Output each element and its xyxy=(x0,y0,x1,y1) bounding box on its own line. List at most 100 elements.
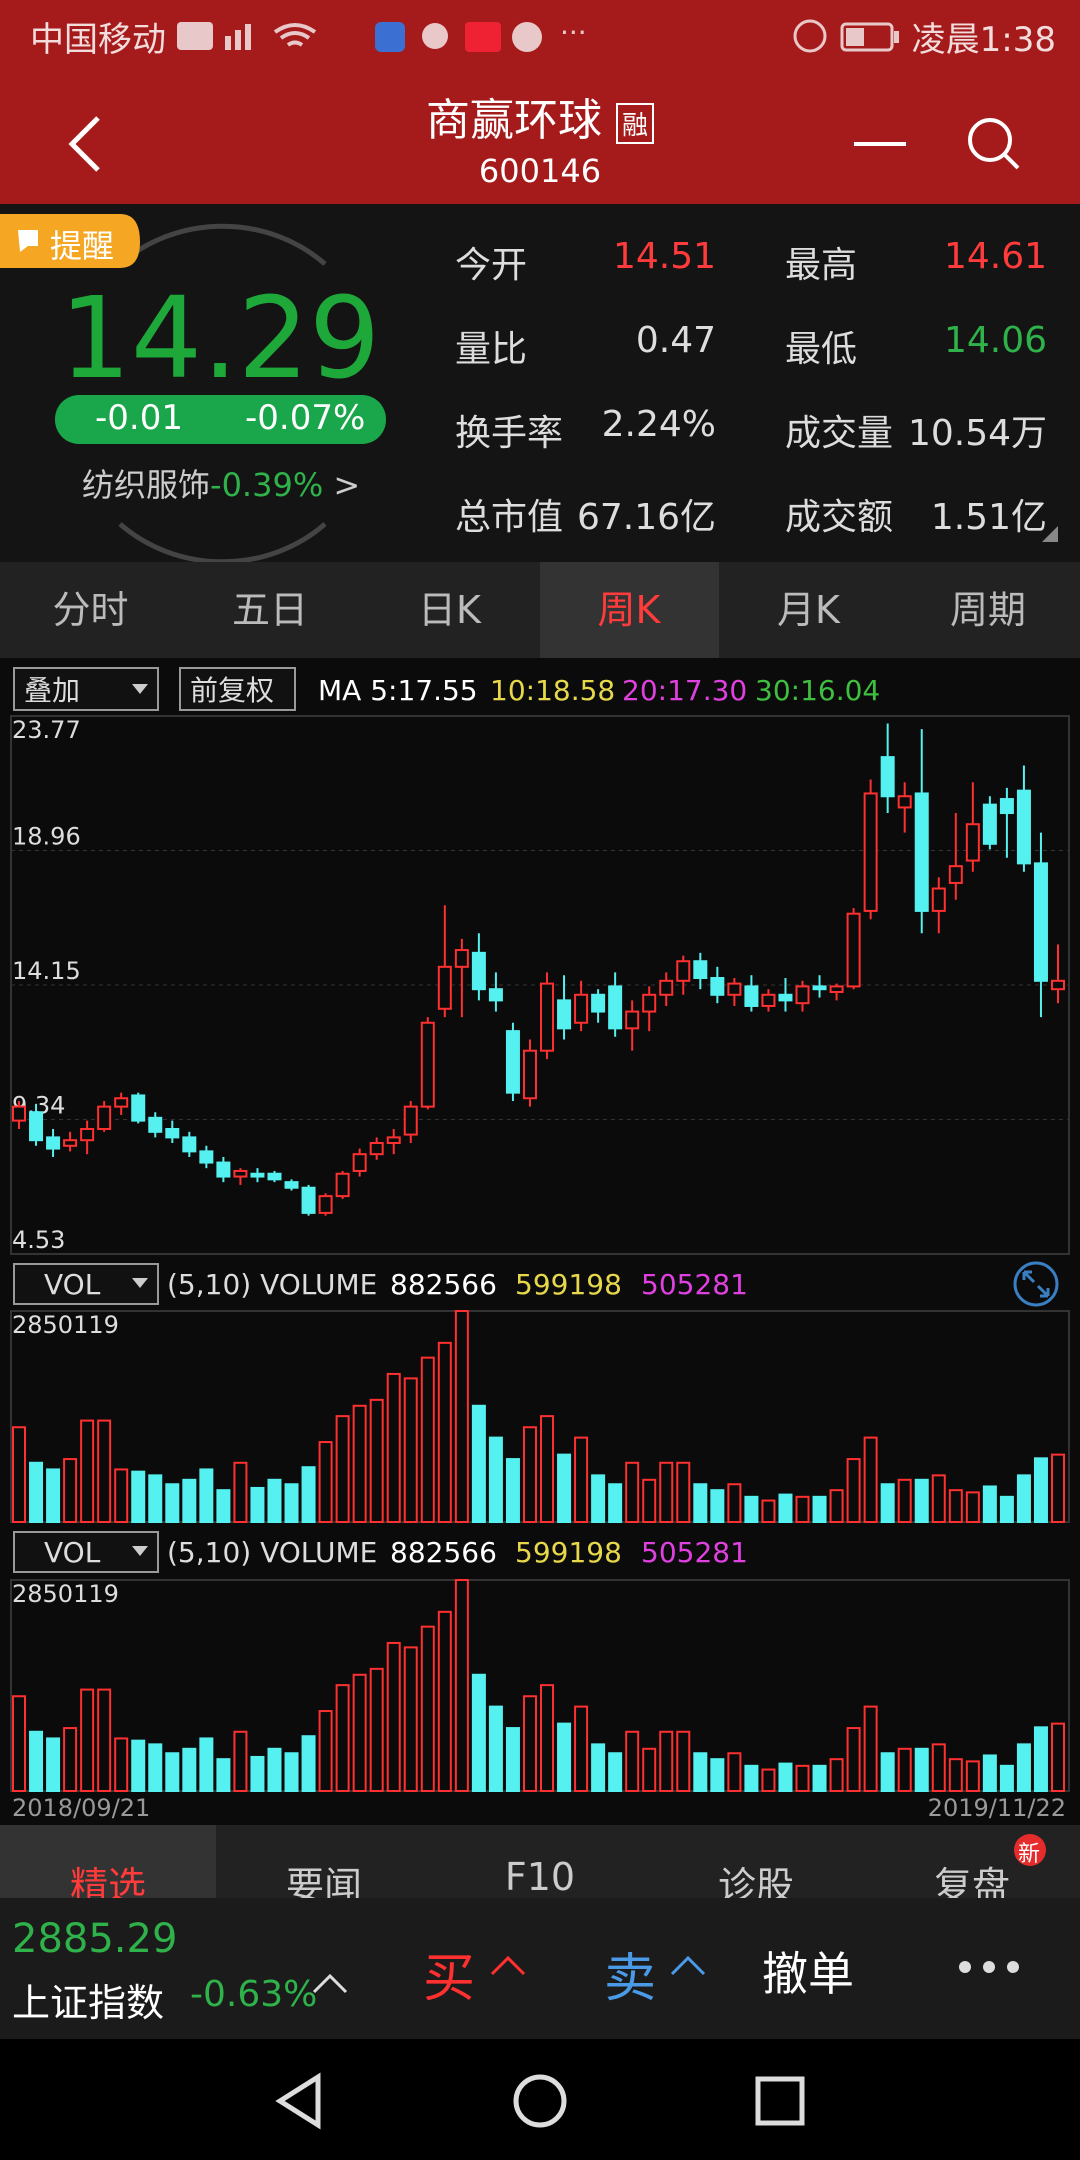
candle-body xyxy=(846,912,861,988)
nav-recent[interactable] xyxy=(755,2076,805,2126)
nav-bar xyxy=(0,2039,1080,2160)
volume-bar xyxy=(965,1491,980,1524)
volume-bar xyxy=(318,1441,333,1524)
volume-bar xyxy=(114,1737,129,1792)
x-start-label: 2018/09/21 xyxy=(12,1794,150,1822)
volume-bar xyxy=(488,1436,503,1523)
candle-body xyxy=(522,1049,537,1100)
ma-legend: 30:16.04 xyxy=(755,674,880,707)
overlay-selector: 叠加 xyxy=(24,674,80,707)
volume-bar xyxy=(131,1470,146,1524)
candle-body xyxy=(1016,789,1031,865)
buy-arrow xyxy=(490,1955,526,1976)
more-button[interactable] xyxy=(955,1952,1025,1982)
volume-bar xyxy=(352,1673,367,1793)
index-name[interactable]: 上证指数 xyxy=(12,1981,165,2025)
volume-bar xyxy=(199,1737,214,1792)
volume-selector: VOL xyxy=(44,1268,101,1301)
candle-body xyxy=(642,993,657,1013)
candle-body xyxy=(301,1186,316,1214)
footer-tab[interactable]: 精选 xyxy=(0,1825,216,1898)
volume-bar xyxy=(642,1478,657,1523)
volume-bar xyxy=(574,1705,589,1792)
stat-value: 14.61 xyxy=(943,236,1047,277)
footer-tab[interactable]: 诊股 xyxy=(717,1864,794,1898)
remind-button[interactable]: 提醒 xyxy=(50,227,115,265)
candle-body xyxy=(761,993,776,1007)
footer-tab[interactable]: 复盘 xyxy=(933,1864,1010,1898)
volume-bar xyxy=(250,1486,265,1523)
volume-bar xyxy=(982,1754,997,1792)
volume-bar xyxy=(863,1705,878,1792)
period-tabs: 分时 五日 日K 周K 月K 周期 xyxy=(0,562,1080,658)
period-tab[interactable]: 周K xyxy=(539,562,719,658)
expand-button[interactable] xyxy=(1013,1261,1059,1307)
nav-back[interactable] xyxy=(275,2072,321,2130)
index-value[interactable]: 2885.29 xyxy=(12,1916,178,1962)
candle-body xyxy=(437,965,452,1010)
volume-bar xyxy=(710,1489,725,1524)
stat-label: 换手率 xyxy=(455,413,564,454)
candle-body xyxy=(965,823,980,862)
volume-bar xyxy=(46,1737,61,1792)
volume-bar xyxy=(131,1739,146,1792)
volume-bar xyxy=(63,1727,78,1792)
volume-bar xyxy=(999,1495,1014,1523)
volume-bar xyxy=(897,1478,912,1523)
carrier: 中国移动 xyxy=(30,20,166,60)
period-tab[interactable]: 分时 xyxy=(52,588,129,632)
period-tab[interactable]: 周期 xyxy=(949,588,1026,632)
volume-bar xyxy=(454,1579,469,1792)
new-badge-bg xyxy=(1014,1834,1046,1866)
nav-home[interactable] xyxy=(513,2074,567,2128)
back-button[interactable] xyxy=(60,112,110,176)
cancel-button[interactable]: 撤单 xyxy=(762,1947,854,2001)
volume-bar xyxy=(591,1743,606,1793)
stat-label: 最低 xyxy=(785,329,858,370)
volume-bar xyxy=(1051,1453,1065,1523)
kline-chart: 叠加 前复权 MA 5:17.55 10:18.58 20:17.30 30:16.04 2… xyxy=(10,667,1070,1822)
candle-body xyxy=(369,1141,384,1156)
volume-bar xyxy=(931,1474,946,1524)
candle-body xyxy=(744,985,759,1007)
footer-tab[interactable]: F10 xyxy=(504,1855,576,1898)
period-tab[interactable]: 五日 xyxy=(231,588,308,632)
candle-body xyxy=(352,1153,367,1172)
stat-label: 最高 xyxy=(785,245,858,286)
sell-button[interactable]: 卖 xyxy=(604,1949,657,2009)
volume-bar xyxy=(301,1735,316,1792)
candle-body xyxy=(403,1105,418,1136)
volume-bar xyxy=(165,1752,180,1792)
volume-bar xyxy=(403,1646,418,1792)
volume-legend: 505281 xyxy=(641,1536,748,1569)
volume-bar xyxy=(199,1468,214,1523)
adjust-selector: 前复权 xyxy=(190,674,274,707)
volume-bar xyxy=(744,1495,759,1523)
period-tab[interactable]: 日K xyxy=(418,588,481,632)
period-tab[interactable]: 月K xyxy=(777,588,840,632)
volume-params: (5,10) VOLUME xyxy=(167,1268,377,1301)
volume-bar xyxy=(608,1752,623,1792)
header: 商赢环球 融 600146 xyxy=(0,72,1080,204)
candle-body xyxy=(778,993,793,1002)
candle-body xyxy=(148,1116,163,1133)
candle-body xyxy=(335,1172,350,1198)
price-change: -0.01 xyxy=(95,398,183,438)
search-button[interactable] xyxy=(968,118,1020,170)
index-expand[interactable] xyxy=(310,1968,350,1998)
stat-value: 14.06 xyxy=(943,320,1047,361)
volume-bar xyxy=(676,1461,691,1524)
status-bar: 中国移动 ··· 凌晨1:38 xyxy=(0,0,1080,72)
sector-row[interactable]: 纺织服饰-0.39% > xyxy=(82,460,360,506)
candle-body xyxy=(97,1105,112,1131)
volume-bar xyxy=(420,1356,435,1524)
volume-bar xyxy=(625,1730,640,1793)
candle-body xyxy=(114,1097,129,1108)
volume-bar xyxy=(829,1758,844,1793)
footer-tab[interactable]: 要闻 xyxy=(285,1864,362,1898)
buy-button[interactable]: 买 xyxy=(423,1949,476,2009)
stat-label: 今开 xyxy=(455,245,528,286)
candle-body xyxy=(693,960,708,980)
volume-legend: 505281 xyxy=(641,1268,748,1301)
